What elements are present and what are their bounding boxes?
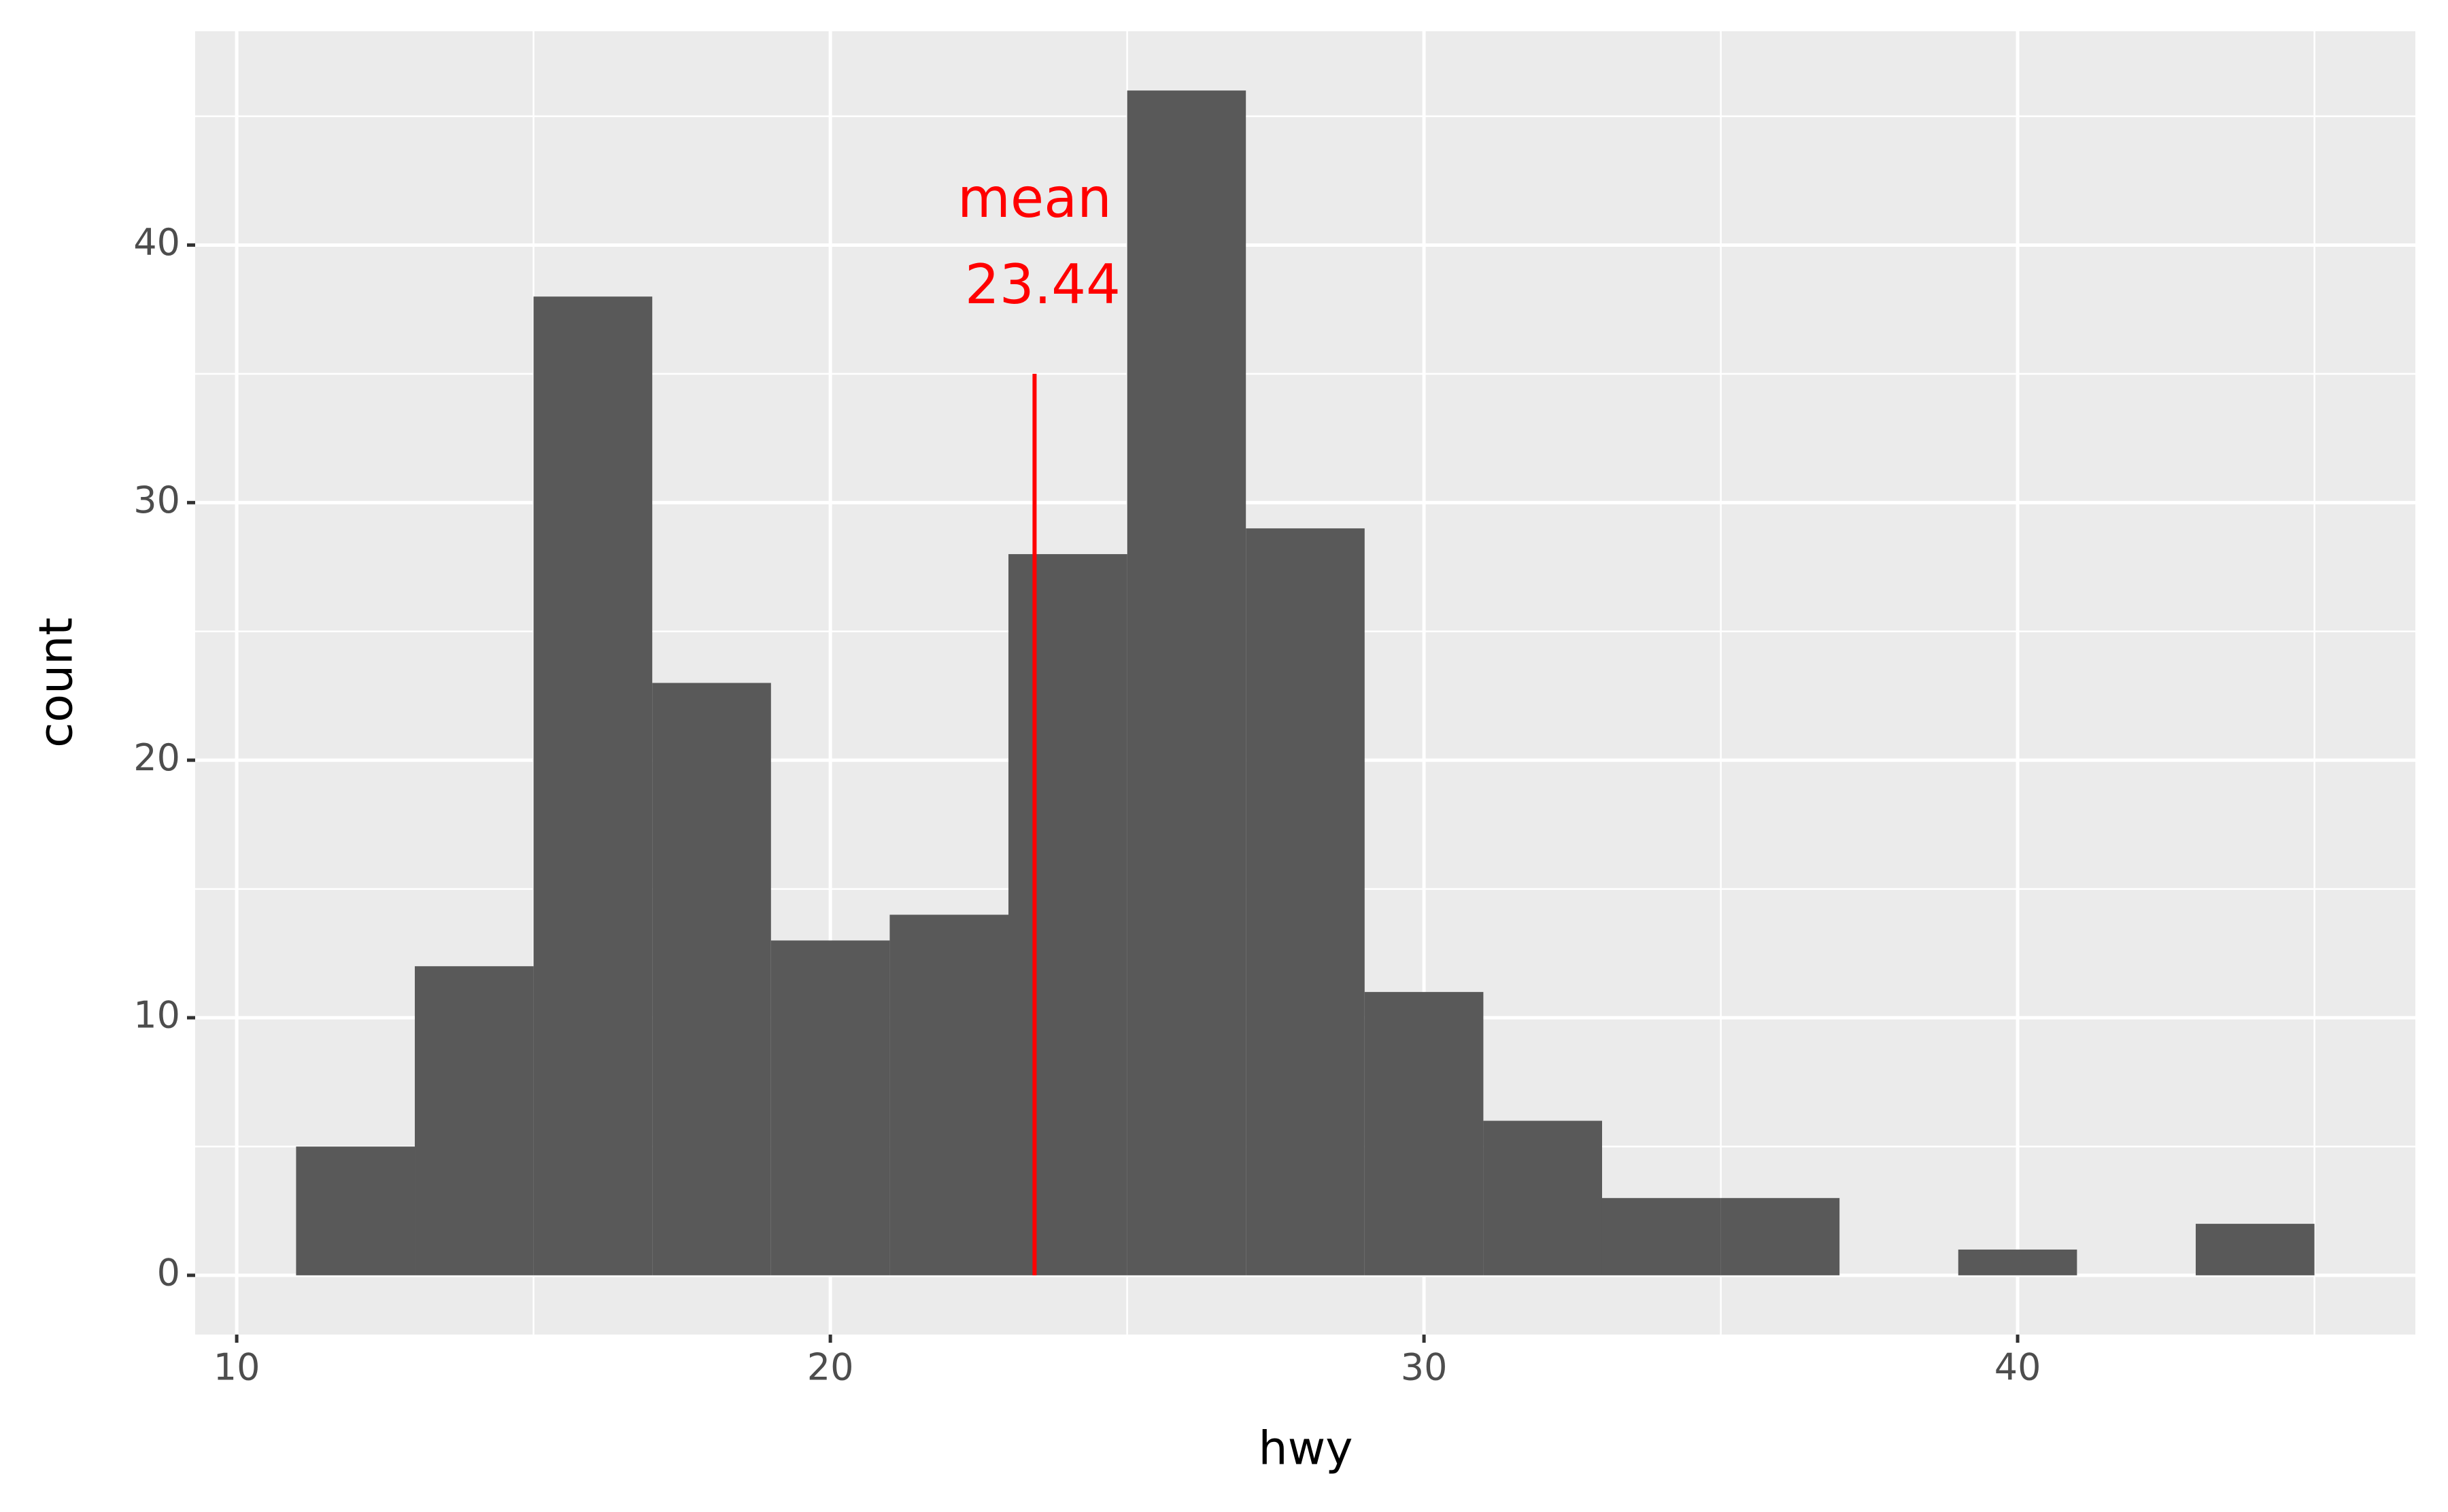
bar <box>770 940 890 1275</box>
y-tick-label: 40 <box>133 221 180 264</box>
bar <box>1127 90 1246 1275</box>
y-tick-label: 10 <box>133 994 180 1037</box>
y-tick-label: 20 <box>133 736 180 779</box>
x-tick-label: 30 <box>1401 1346 1448 1389</box>
mean-value-label: 23.44 <box>965 253 1121 316</box>
bar <box>889 914 1009 1275</box>
bar <box>1008 554 1127 1275</box>
bar <box>415 966 534 1275</box>
bar <box>533 296 653 1275</box>
y-tick-label: 30 <box>133 479 180 521</box>
bar <box>296 1146 415 1275</box>
y-tick-label: 0 <box>157 1252 180 1294</box>
bar <box>1246 528 1365 1275</box>
bar <box>652 683 771 1275</box>
bar <box>1958 1249 2077 1275</box>
bar <box>1364 992 1484 1275</box>
mean-label: mean <box>957 167 1112 230</box>
x-tick-label: 10 <box>214 1346 260 1389</box>
bar <box>1601 1198 1721 1275</box>
x-tick-label: 40 <box>1994 1346 2041 1389</box>
x-tick-label: 20 <box>807 1346 854 1389</box>
bar <box>1720 1198 1840 1275</box>
bar <box>1483 1120 1602 1275</box>
bar <box>2195 1224 2315 1275</box>
x-axis-title: hwy <box>1259 1422 1353 1476</box>
y-axis-title: count <box>30 617 84 748</box>
